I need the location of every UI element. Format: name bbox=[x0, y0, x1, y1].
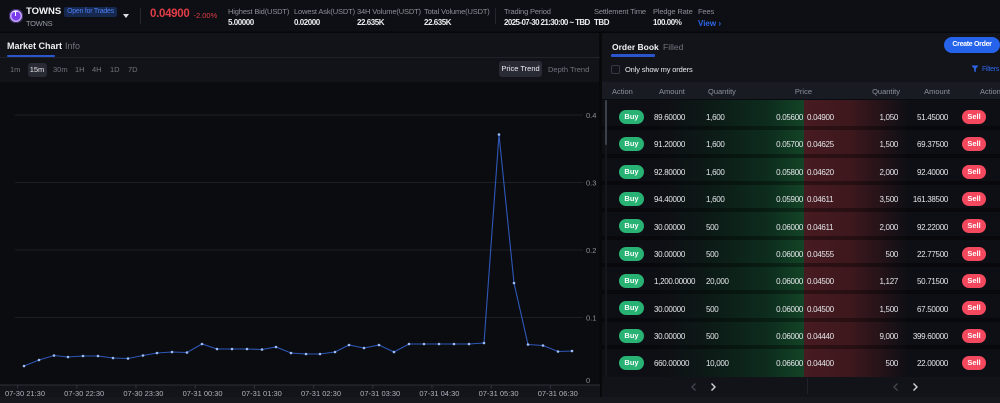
svg-text:0.4: 0.4 bbox=[586, 111, 596, 120]
svg-text:0.1: 0.1 bbox=[586, 314, 596, 323]
svg-text:07-31 00:30: 07-31 00:30 bbox=[183, 389, 223, 398]
svg-text:07-31 01:30: 07-31 01:30 bbox=[242, 389, 282, 398]
svg-text:07-31 04:30: 07-31 04:30 bbox=[419, 389, 459, 398]
svg-text:0: 0 bbox=[586, 376, 590, 385]
svg-text:07-31 03:30: 07-31 03:30 bbox=[360, 389, 400, 398]
svg-text:07-31 06:30: 07-31 06:30 bbox=[538, 389, 578, 398]
svg-text:07-30 21:30: 07-30 21:30 bbox=[5, 389, 45, 398]
svg-text:0.3: 0.3 bbox=[586, 179, 596, 188]
svg-text:07-31 05:30: 07-31 05:30 bbox=[479, 389, 519, 398]
svg-text:07-30 23:30: 07-30 23:30 bbox=[123, 389, 163, 398]
svg-text:0.2: 0.2 bbox=[586, 246, 596, 255]
svg-text:07-31 02:30: 07-31 02:30 bbox=[301, 389, 341, 398]
svg-text:07-30 22:30: 07-30 22:30 bbox=[64, 389, 104, 398]
